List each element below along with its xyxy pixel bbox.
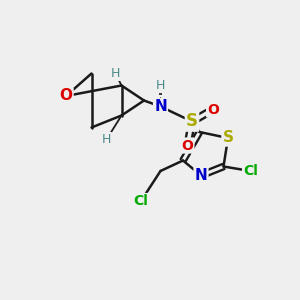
Text: S: S — [223, 130, 233, 146]
Text: H: H — [156, 79, 165, 92]
Text: S: S — [186, 112, 198, 130]
Text: O: O — [182, 139, 194, 152]
Text: H: H — [111, 67, 120, 80]
Text: N: N — [154, 99, 167, 114]
Text: O: O — [207, 103, 219, 116]
Text: N: N — [195, 168, 207, 183]
Text: Cl: Cl — [134, 194, 148, 208]
Text: O: O — [59, 88, 73, 104]
Text: Cl: Cl — [243, 164, 258, 178]
Text: H: H — [102, 133, 111, 146]
